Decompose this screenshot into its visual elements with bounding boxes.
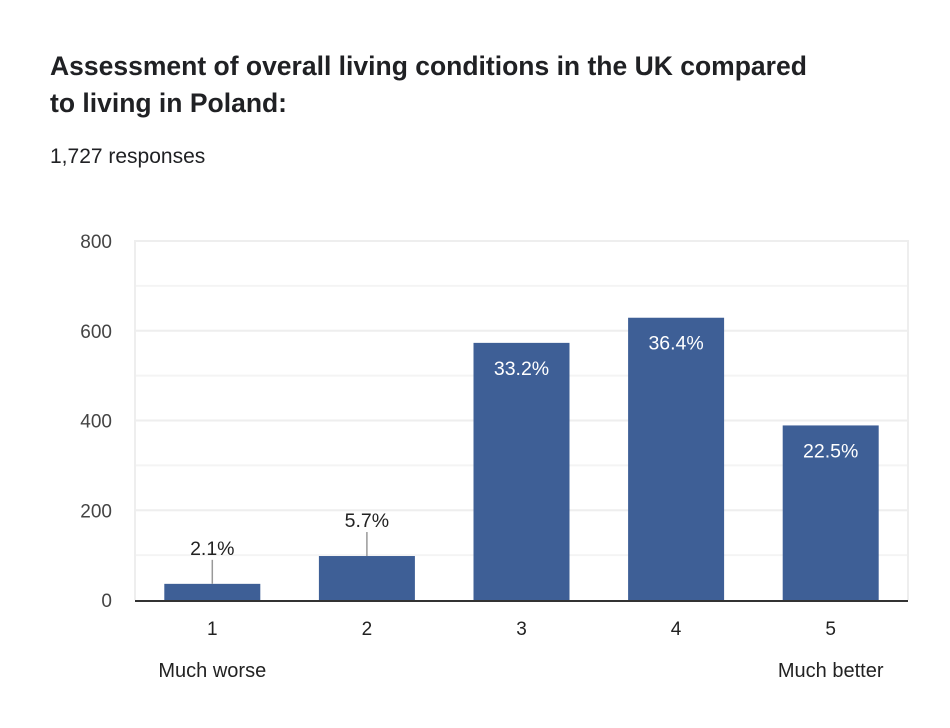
y-tick-label: 400 xyxy=(80,412,112,433)
label-leaders xyxy=(211,532,368,584)
bar-3 xyxy=(473,342,570,600)
bar-2 xyxy=(318,556,415,600)
y-tick-label: 800 xyxy=(80,232,112,253)
data-label: 36.4% xyxy=(648,333,703,355)
response-count: 1,727 responses xyxy=(50,145,206,168)
data-label: 33.2% xyxy=(494,358,549,380)
data-label: 5.7% xyxy=(345,510,389,532)
scale-label-low: Much worse xyxy=(158,660,266,682)
y-axis-ticks: 0 200 400 600 800 xyxy=(80,232,112,612)
data-labels: 2.1% 5.7% 33.2% 36.4% 22.5% xyxy=(190,333,858,560)
x-tick-label: 5 xyxy=(825,619,836,640)
y-tick-label: 0 xyxy=(101,591,112,612)
y-tick-label: 200 xyxy=(80,501,112,522)
x-axis-ticks: 1 2 3 4 5 xyxy=(207,619,836,640)
x-tick-label: 1 xyxy=(207,619,218,640)
bars xyxy=(164,317,879,600)
bar-4 xyxy=(628,317,725,600)
scale-label-high: Much better xyxy=(778,660,884,682)
data-label: 2.1% xyxy=(190,538,234,560)
x-tick-label: 2 xyxy=(362,619,373,640)
bar-1 xyxy=(164,583,261,600)
chart-title: Assessment of overall living conditions … xyxy=(50,51,807,118)
y-tick-label: 600 xyxy=(80,322,112,343)
data-label: 22.5% xyxy=(803,440,858,462)
x-tick-label: 3 xyxy=(516,619,527,640)
x-tick-label: 4 xyxy=(671,619,682,640)
bar-5 xyxy=(782,425,879,600)
